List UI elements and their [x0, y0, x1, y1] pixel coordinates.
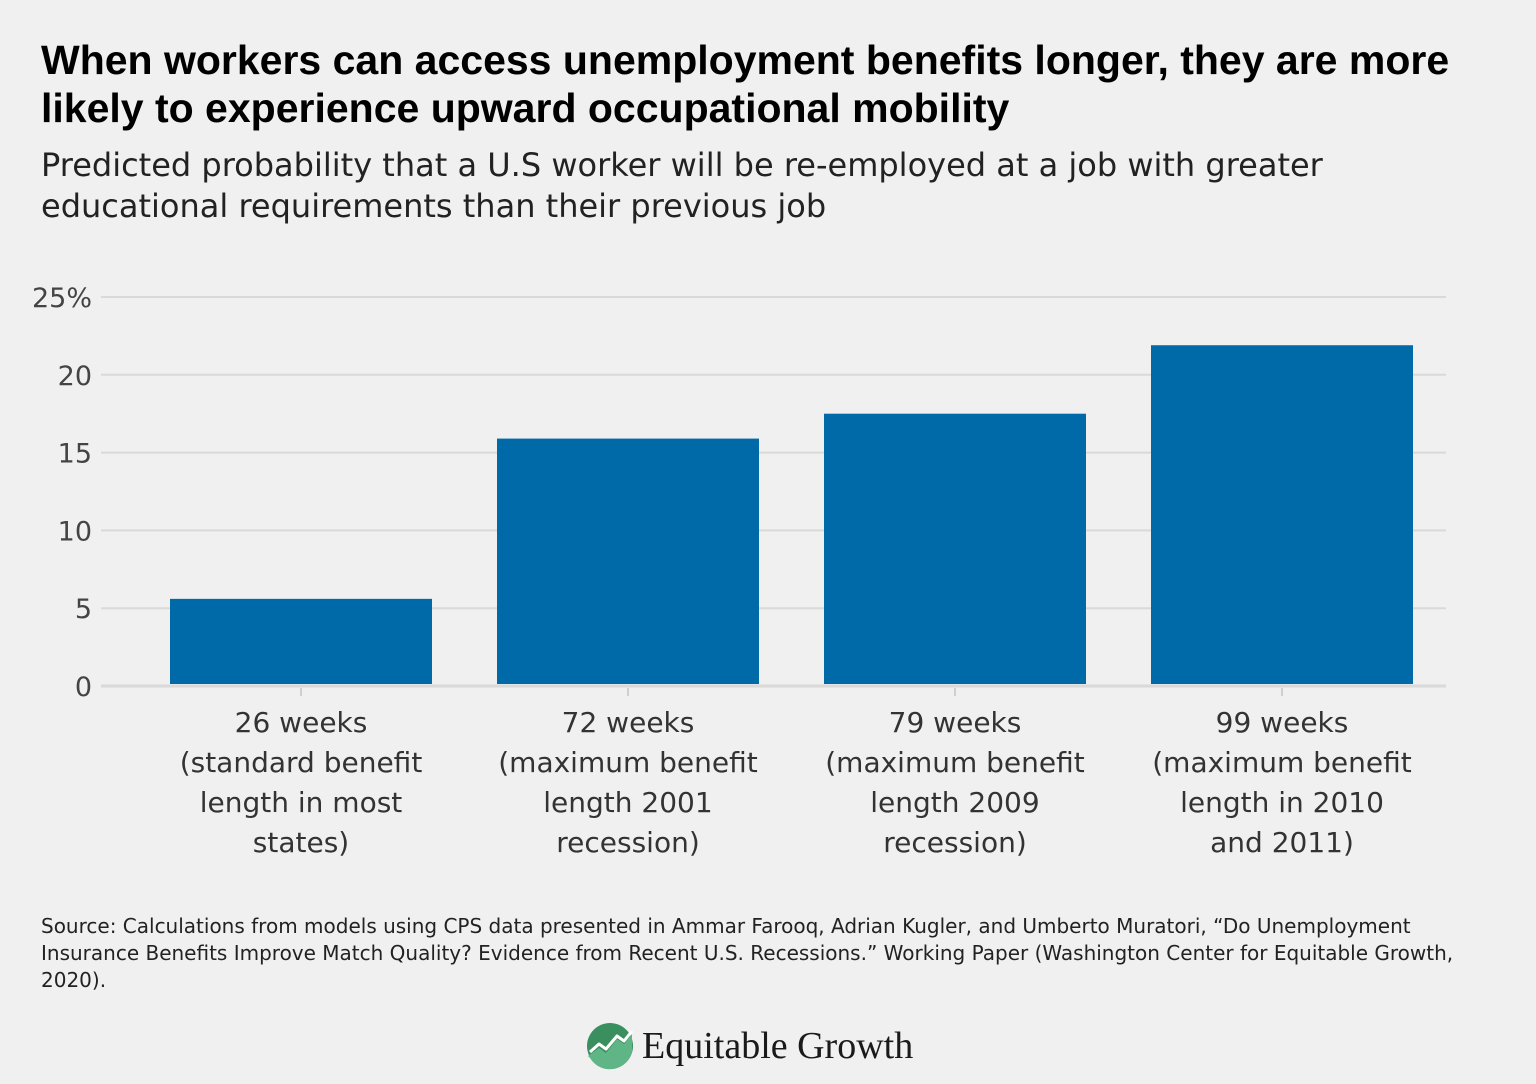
- y-tick-label: 5: [75, 594, 92, 625]
- chart-subtitle: Predicted probability that a U.S worker …: [41, 146, 1323, 225]
- bars: [170, 345, 1413, 684]
- x-tick-label: 99 weeks (maximum benefit length in 2010 an…: [1152, 706, 1412, 859]
- x-tick-label: 72 weeks (maximum benefit length 2001 reces…: [498, 706, 758, 859]
- bar: [170, 598, 432, 684]
- bar: [1151, 345, 1413, 684]
- x-tick-label: 26 weeks (standard benefit length in most s…: [180, 706, 423, 859]
- y-tick-label: 20: [58, 361, 92, 392]
- chart-title: When workers can access unemployment ben…: [41, 37, 1450, 131]
- x-tick-label: 79 weeks (maximum benefit length 2009 reces…: [825, 706, 1085, 859]
- y-axis-ticks: 0 5 10 15 20 25%: [32, 283, 92, 703]
- x-axis-ticks: 26 weeks (standard benefit length in most s…: [180, 688, 1412, 859]
- y-tick-label: 10: [58, 516, 92, 547]
- source-note: Source: Calculations from models using C…: [41, 914, 1454, 992]
- brand-logo[interactable]: Equitable Growth: [586, 1018, 913, 1074]
- bar: [497, 438, 759, 684]
- bar-chart: 0 5 10 15 20 25% 26 weeks (standard benefit len…: [32, 283, 1446, 859]
- brand-name: Equitable Growth: [642, 1025, 914, 1067]
- bar: [824, 413, 1086, 684]
- y-tick-label: 0: [75, 672, 92, 703]
- y-tick-label: 15: [58, 439, 92, 470]
- equitable-growth-logo-icon: [587, 1023, 634, 1070]
- y-tick-label: 25%: [32, 283, 92, 314]
